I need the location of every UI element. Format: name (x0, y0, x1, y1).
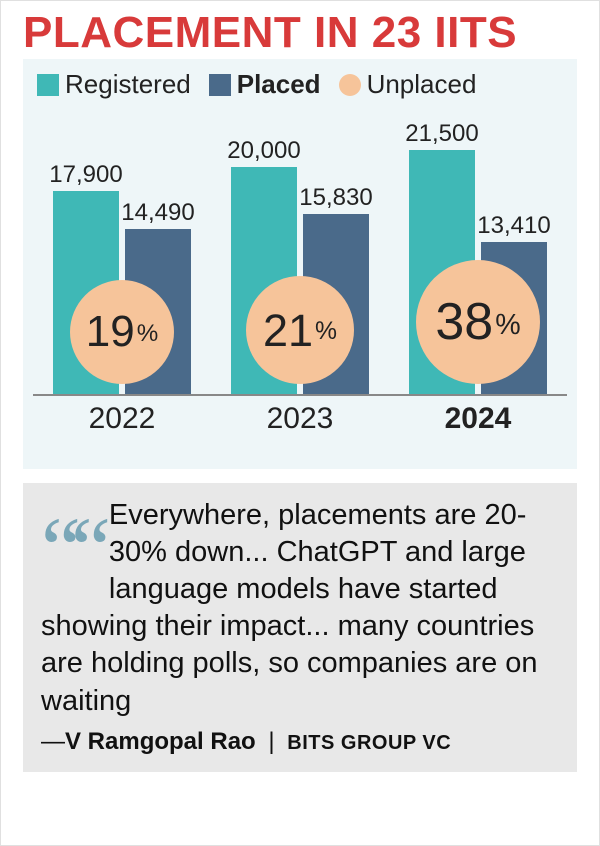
x-axis-label: 2024 (393, 402, 563, 436)
legend-unplaced-label: Unplaced (367, 69, 477, 100)
chart-legend: Registered Placed Unplaced (23, 59, 577, 106)
bar-registered-value: 21,500 (405, 120, 478, 148)
percent-icon: % (137, 322, 159, 346)
year-group: 20,000 15,830 21% (215, 106, 385, 394)
unplaced-value: 21 (263, 308, 313, 353)
percent-icon: % (315, 320, 337, 345)
x-axis: 202220232024 (33, 402, 567, 436)
bar-registered-value: 17,900 (49, 161, 122, 189)
legend-placed-swatch (209, 74, 231, 96)
quote-mark-icon: ““ (41, 527, 101, 572)
quote-box: ““ Everywhere, placements are 20-30% dow… (23, 483, 577, 772)
unplaced-value: 38 (435, 296, 493, 348)
unplaced-bubble: 19% (70, 280, 174, 384)
infographic-card: PLACEMENT IN 23 IITS Registered Placed U… (0, 0, 600, 846)
unplaced-value: 19 (86, 310, 135, 354)
chart-area: Registered Placed Unplaced 17,90014,4901… (23, 59, 577, 469)
bar-registered-value: 20,000 (227, 137, 300, 165)
year-group: 17,900 14,490 19% (37, 106, 207, 394)
attribution-prefix: — (41, 728, 65, 755)
attribution-role: BITS GROUP VC (287, 732, 451, 754)
quote-text: Everywhere, placements are 20-30% down..… (41, 497, 559, 720)
legend-registered-label: Registered (65, 69, 191, 100)
x-axis-label: 2022 (37, 402, 207, 436)
attribution-separator: | (268, 728, 274, 755)
attribution-name: V Ramgopal Rao (65, 728, 256, 755)
legend-unplaced: Unplaced (339, 69, 477, 100)
year-group: 21,500 13,410 38% (393, 106, 563, 394)
legend-registered-swatch (37, 74, 59, 96)
legend-placed-label: Placed (237, 69, 321, 100)
unplaced-bubble: 21% (246, 276, 354, 384)
x-axis-label: 2023 (215, 402, 385, 436)
quote-attribution: —V Ramgopal Rao | BITS GROUP VC (41, 728, 559, 756)
unplaced-bubble: 38% (416, 260, 540, 384)
headline: PLACEMENT IN 23 IITS (1, 1, 599, 59)
bar-placed-value: 13,410 (477, 212, 550, 240)
legend-placed: Placed (209, 69, 321, 100)
legend-registered: Registered (37, 69, 191, 100)
percent-icon: % (495, 311, 520, 340)
bars-area: 17,900 14,490 19% 20,000 15,830 21% 21,500 13,4… (33, 106, 567, 396)
bar-placed-value: 15,830 (299, 184, 372, 212)
legend-unplaced-swatch (339, 74, 361, 96)
bar-placed-value: 14,490 (121, 199, 194, 227)
